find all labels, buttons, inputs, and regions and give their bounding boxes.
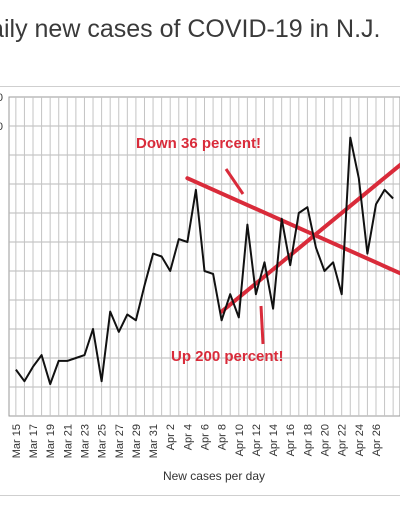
x-tick-label: Apr 20	[320, 424, 332, 456]
x-tick-label: Apr 14	[268, 424, 280, 456]
x-tick-label: Mar 15	[11, 424, 23, 458]
x-tick-label: Apr 6	[200, 424, 212, 450]
x-tick-label: Apr 10	[234, 424, 246, 456]
chart-frame	[0, 86, 400, 496]
y-tick-label: 0	[0, 121, 3, 133]
x-tick-label: Apr 26	[371, 424, 383, 456]
x-tick-label: Mar 21	[62, 424, 74, 458]
x-tick-label: Apr 8	[217, 424, 229, 450]
annotation-up: Up 200 percent!	[171, 348, 284, 365]
x-tick-label: Mar 19	[45, 424, 57, 458]
annotation-down-pointer	[224, 168, 245, 195]
trend-line-up	[219, 162, 400, 314]
y-tick-labels: 00	[0, 92, 3, 133]
y-tick-label: 0	[0, 92, 3, 104]
chart-title-text: Daily new cases of COVID-19 in N.J.	[0, 15, 381, 43]
x-tick-label: Mar 27	[114, 424, 126, 458]
x-tick-label: Mar 17	[28, 424, 40, 458]
x-tick-label: Apr 12	[251, 424, 263, 456]
x-tick-label: Apr 18	[302, 424, 314, 456]
chart-title: Daily new cases of COVID-19 in N.J.	[0, 4, 400, 54]
annotation-down: Down 36 percent!	[136, 135, 261, 152]
grid-lines	[8, 96, 400, 417]
x-axis-label: New cases per day	[163, 469, 265, 483]
trend-lines	[185, 162, 400, 314]
x-tick-label: Mar 23	[79, 424, 91, 458]
x-tick-label: Mar 29	[131, 424, 143, 458]
x-tick-labels: Mar 15 Mar 17 Mar 19 Mar 21 Mar 23 Mar 25 Mar …	[11, 424, 383, 458]
x-tick-label: Apr 4	[182, 424, 194, 450]
trend-line-down	[185, 176, 400, 276]
x-tick-label: Mar 31	[148, 424, 160, 458]
x-tick-label: Apr 22	[337, 424, 349, 456]
x-tick-label: Apr 2	[165, 424, 177, 450]
annotation-up-pointer	[259, 305, 265, 345]
x-tick-label: Apr 16	[285, 424, 297, 456]
series-line	[15, 136, 394, 386]
x-tick-label: Apr 24	[354, 424, 366, 456]
x-tick-label: Mar 25	[97, 424, 109, 458]
